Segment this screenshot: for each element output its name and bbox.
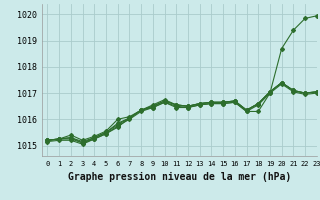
X-axis label: Graphe pression niveau de la mer (hPa): Graphe pression niveau de la mer (hPa) [68,172,291,182]
